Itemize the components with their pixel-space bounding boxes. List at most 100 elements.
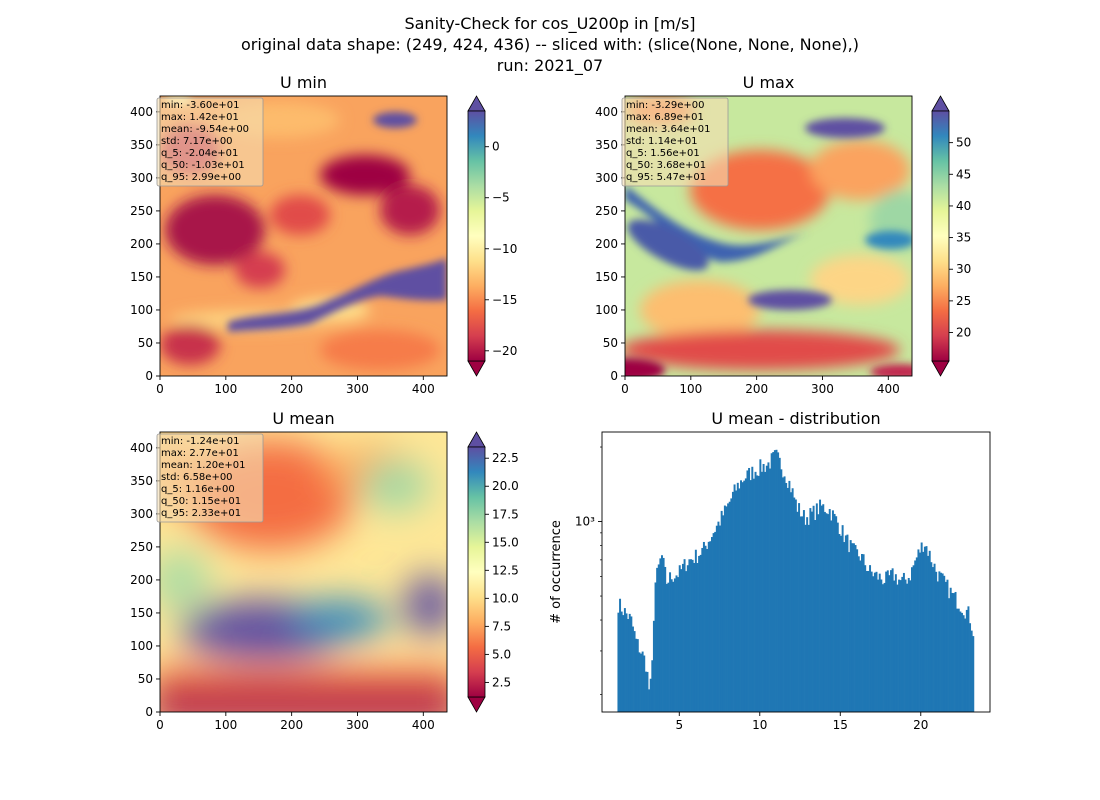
histogram-bar <box>902 572 905 712</box>
umean-title: U mean <box>272 409 334 428</box>
histogram-bar <box>811 511 813 712</box>
histogram-bar <box>830 520 833 712</box>
umin-stats-line: q_5: -2.04e+01 <box>161 148 238 159</box>
histogram-title: U mean - distribution <box>711 409 880 428</box>
histogram-bar <box>654 582 657 712</box>
histogram-bar <box>765 465 768 712</box>
histogram-bar <box>802 510 805 712</box>
umean-colorbar-tick-label: 15.0 <box>492 535 519 549</box>
umin-x-tick-label: 400 <box>412 382 435 396</box>
histogram-bar <box>651 660 654 712</box>
histogram-bar <box>906 583 909 712</box>
histogram-bar <box>910 567 913 712</box>
umax-colorbar-tick-label: 45 <box>956 167 971 181</box>
histogram-bar <box>959 611 962 712</box>
histogram-bar <box>683 559 686 712</box>
histogram-bar <box>965 609 968 712</box>
histogram-bar <box>960 612 963 712</box>
histogram-bar <box>767 462 770 712</box>
umin-stats-line: mean: -9.54e+00 <box>161 124 249 135</box>
umax-colorbar-tick-label: 20 <box>956 326 971 340</box>
histogram-bar <box>740 480 742 712</box>
umean-colorbar-tick-label: 2.5 <box>492 675 511 689</box>
umean-stats-line: max: 2.77e+01 <box>161 448 239 459</box>
histogram-bar <box>757 475 760 712</box>
histogram-bar <box>952 593 955 712</box>
histogram-bar <box>677 577 680 712</box>
histogram-bar <box>686 565 689 712</box>
histogram-x-tick-label: 5 <box>675 718 683 732</box>
histogram-bar <box>969 623 972 712</box>
umean-y-tick-label: 400 <box>130 441 153 455</box>
umax-y-tick-label: 400 <box>595 105 618 119</box>
histogram-bar <box>935 571 938 712</box>
histogram-bars <box>617 449 975 712</box>
umax-y-tick-label: 50 <box>603 336 618 350</box>
histogram-bar <box>852 543 855 712</box>
histogram-bar <box>696 563 699 712</box>
umax-colorbar-extend-min <box>931 360 950 377</box>
histogram-bar <box>956 608 959 712</box>
histogram-bar <box>823 511 826 712</box>
histogram-bar <box>722 515 725 712</box>
histogram-bar <box>878 573 881 712</box>
histogram-bar <box>662 557 665 712</box>
histogram-bar <box>938 571 941 712</box>
histogram-x-tick-label: 10 <box>752 718 767 732</box>
histogram-bar <box>849 540 852 712</box>
histogram-bar <box>646 671 649 712</box>
histogram-bar <box>886 570 889 712</box>
histogram-bar <box>751 466 754 712</box>
umean-axes-frame <box>159 431 448 713</box>
histogram-bar <box>772 452 775 712</box>
umax-stats-line: max: 6.89e+01 <box>626 112 704 123</box>
histogram-bar <box>798 503 801 712</box>
histogram-bar <box>719 525 722 712</box>
histogram-bar <box>759 459 762 712</box>
histogram-bar <box>791 488 794 712</box>
histogram-bar <box>812 505 815 712</box>
histogram-bar <box>828 509 831 712</box>
histogram-bar <box>649 678 652 712</box>
umax-y-tick-label: 300 <box>595 171 618 185</box>
histogram-bar <box>912 565 915 712</box>
histogram-bar <box>930 562 933 712</box>
umin-x-tick-label: 0 <box>156 382 164 396</box>
histogram-bar <box>783 476 786 712</box>
histogram-bar <box>943 575 946 712</box>
histogram-bar <box>867 570 870 712</box>
umean-colorbar-tick-label: 12.5 <box>492 563 519 577</box>
umean-x-tick-label: 400 <box>412 718 435 732</box>
umax-y-tick-label: 150 <box>595 270 618 284</box>
histogram-bar <box>948 598 951 712</box>
histogram-bar <box>780 469 783 712</box>
histogram-bar <box>714 531 717 712</box>
histogram-bar <box>862 554 865 712</box>
umin-y-tick-label: 150 <box>130 270 153 284</box>
umax-x-tick-label: 200 <box>745 382 768 396</box>
histogram-bar <box>909 580 912 712</box>
umin-stats-line: q_95: 2.99e+00 <box>161 172 241 183</box>
histogram-bar <box>715 525 718 712</box>
histogram-bar <box>972 636 975 712</box>
histogram-bar <box>633 631 636 712</box>
histogram-bar <box>665 583 668 712</box>
umean-stats-line: q_5: 1.16e+00 <box>161 484 235 495</box>
umin-colorbar-extend-max <box>467 95 486 112</box>
histogram-bar <box>877 579 880 712</box>
histogram-bar <box>856 549 859 712</box>
figure-title-line-1: Sanity-Check for cos_U200p in [m/s] <box>404 14 696 33</box>
umin-colorbar-tick-label: 0 <box>492 140 500 154</box>
histogram-bar <box>806 517 809 712</box>
histogram-bar <box>838 534 841 712</box>
histogram-bar <box>848 552 851 712</box>
histogram-bar <box>904 579 907 712</box>
histogram-bar <box>730 498 733 712</box>
umax-stats-line: q_50: 3.68e+01 <box>626 160 706 171</box>
histogram-bar <box>859 560 862 712</box>
histogram-axes-frame <box>601 431 991 713</box>
umax-x-tick-label: 100 <box>679 382 702 396</box>
histogram-bar <box>854 545 857 712</box>
